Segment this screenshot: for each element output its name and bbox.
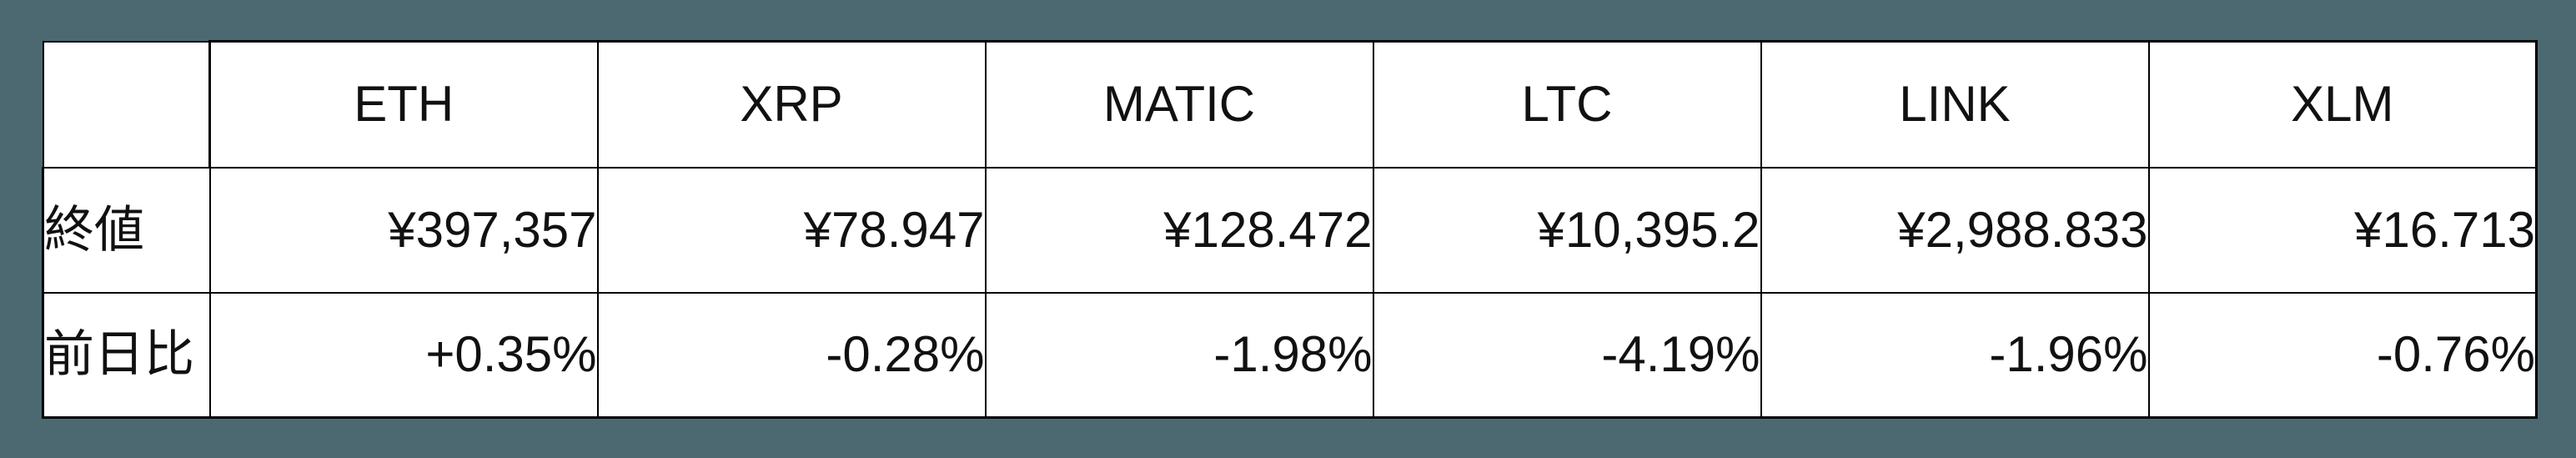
cell-closing-price-eth: ¥397,357 — [208, 166, 599, 294]
column-header-xlm: XLM — [2147, 40, 2538, 169]
cell-daily-change-eth: +0.35% — [208, 291, 599, 419]
column-header-xrp: XRP — [596, 40, 987, 169]
column-header-matic: MATIC — [984, 40, 1374, 169]
daily-change-row: 前日比 +0.35% -0.28% -1.98% -4.19% -1.96% -… — [42, 291, 2538, 419]
row-label-daily-change: 前日比 — [42, 291, 211, 419]
cell-closing-price-link: ¥2,988.833 — [1760, 166, 2150, 294]
corner-spacer-cell — [42, 40, 211, 169]
cell-daily-change-xlm: -0.76% — [2147, 291, 2538, 419]
cell-daily-change-link: -1.96% — [1760, 291, 2150, 419]
cell-closing-price-ltc: ¥10,395.2 — [1372, 166, 1762, 294]
column-header-ltc: LTC — [1372, 40, 1762, 169]
closing-price-row: 終値 ¥397,357 ¥78.947 ¥128.472 ¥10,395.2 ¥… — [42, 166, 2538, 294]
column-header-row: ETH XRP MATIC LTC LINK XLM — [42, 40, 2538, 169]
crypto-price-table: ETH XRP MATIC LTC LINK XLM 終値 ¥397,357 ¥… — [42, 40, 2538, 419]
cell-closing-price-xrp: ¥78.947 — [596, 166, 987, 294]
cell-closing-price-matic: ¥128.472 — [984, 166, 1374, 294]
cell-daily-change-matic: -1.98% — [984, 291, 1374, 419]
cell-closing-price-xlm: ¥16.713 — [2147, 166, 2538, 294]
cell-daily-change-xrp: -0.28% — [596, 291, 987, 419]
column-header-link: LINK — [1760, 40, 2150, 169]
column-header-eth: ETH — [208, 40, 599, 169]
row-label-closing-price: 終値 — [42, 166, 211, 294]
cell-daily-change-ltc: -4.19% — [1372, 291, 1762, 419]
